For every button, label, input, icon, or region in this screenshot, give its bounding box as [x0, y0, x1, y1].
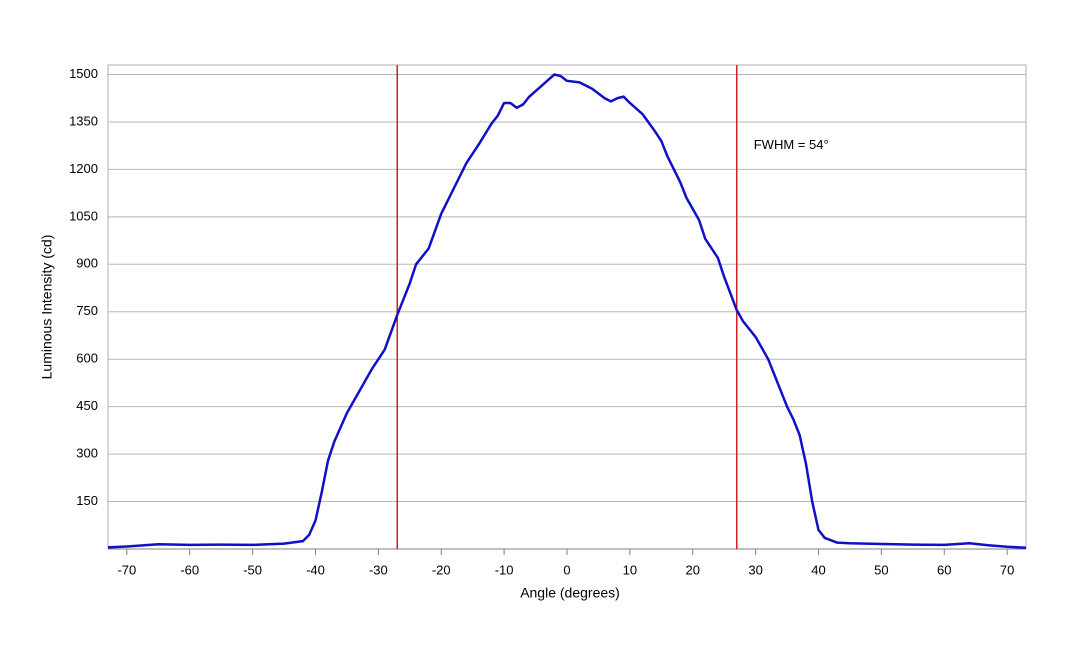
- y-tick-label: 1200: [69, 161, 98, 176]
- y-tick-label: 150: [76, 493, 98, 508]
- x-tick-label: -50: [243, 562, 262, 577]
- y-tick-label: 450: [76, 398, 98, 413]
- x-axis-label: Angle (degrees): [520, 585, 620, 601]
- x-tick-label: -30: [369, 562, 388, 577]
- y-tick-label: 1350: [69, 113, 98, 128]
- x-tick-label: 0: [563, 562, 570, 577]
- x-tick-label: 40: [811, 562, 825, 577]
- y-tick-label: 1500: [69, 66, 98, 81]
- x-tick-label: 10: [623, 562, 637, 577]
- x-tick-label: -70: [117, 562, 136, 577]
- x-tick-label: 30: [748, 562, 762, 577]
- x-tick-label: -20: [432, 562, 451, 577]
- x-tick-label: -60: [180, 562, 199, 577]
- y-tick-label: 750: [76, 303, 98, 318]
- annotation: FWHM = 54°: [754, 137, 829, 152]
- data-line: [107, 73, 1027, 549]
- x-tick-label: 20: [686, 562, 700, 577]
- y-tick-label: 600: [76, 351, 98, 366]
- x-tick-label: 60: [937, 562, 951, 577]
- y-tick-label: 1050: [69, 208, 98, 223]
- y-tick-label: 300: [76, 446, 98, 461]
- x-tick-label: 50: [874, 562, 888, 577]
- x-tick-label: -40: [306, 562, 325, 577]
- plot-area: [107, 64, 1027, 550]
- y-axis-label: Luminous Intensity (cd): [39, 235, 55, 380]
- y-tick-label: 900: [76, 256, 98, 271]
- x-tick-label: 70: [1000, 562, 1014, 577]
- x-tick-label: -10: [495, 562, 514, 577]
